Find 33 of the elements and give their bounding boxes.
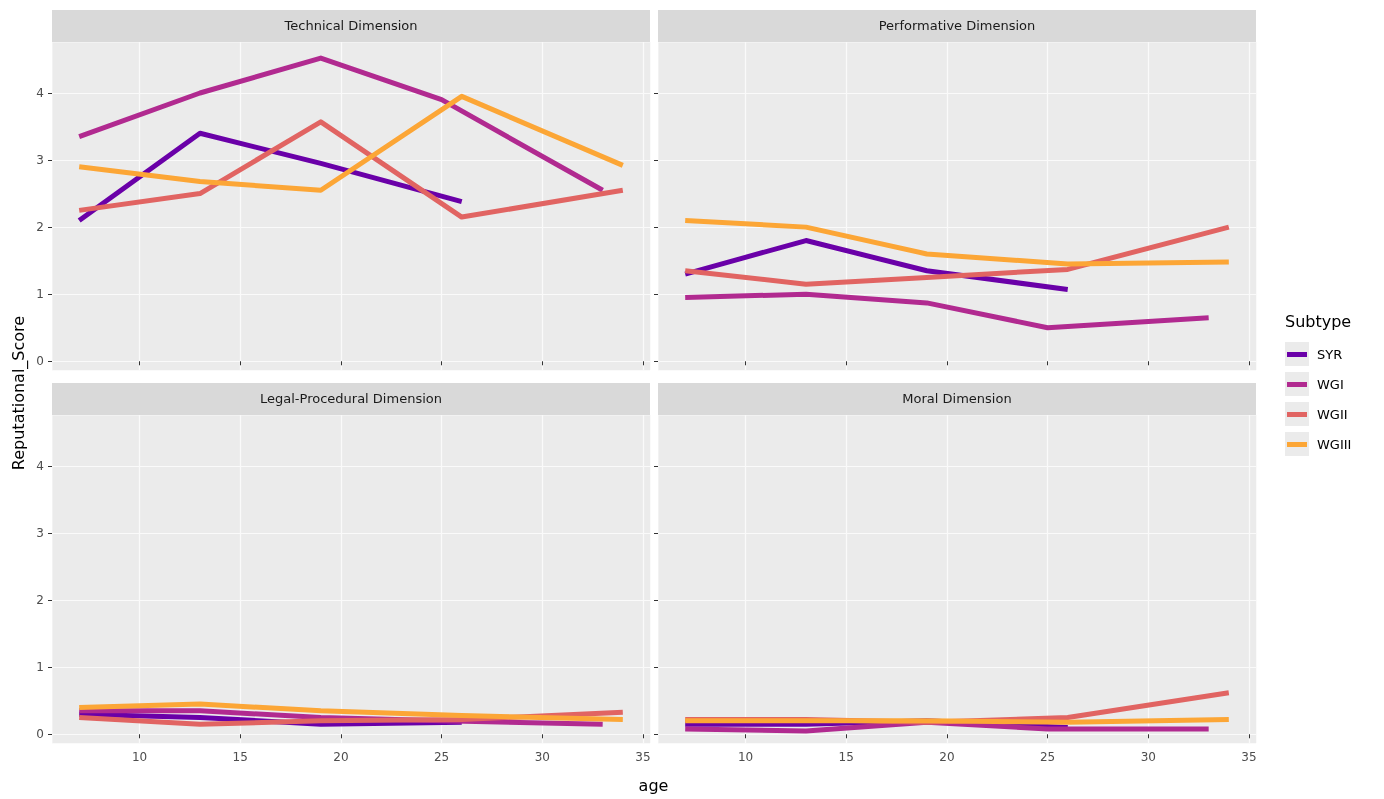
y-tick-label: 4 — [36, 458, 44, 473]
x-tick-label: 20 — [333, 750, 349, 764]
x-tick-label: 25 — [1039, 750, 1056, 764]
y-tick-label: 3 — [36, 153, 44, 168]
x-tick-label: 15 — [232, 750, 248, 764]
y-tick-label: 1 — [36, 287, 44, 302]
x-tick-label: 35 — [1241, 750, 1257, 764]
legend-label: WGI — [1317, 376, 1344, 392]
y-tick-label: 2 — [36, 593, 44, 608]
chart-title: Moral Dimension — [658, 383, 1256, 415]
y-axis-title: Reputational_Score — [8, 315, 28, 471]
y-tick-label: 1 — [36, 660, 44, 675]
x-tick-label: 30 — [534, 750, 550, 764]
x-tick-label: 35 — [635, 750, 651, 764]
x-tick-label: 25 — [433, 750, 450, 764]
x-tick-label: 20 — [939, 750, 955, 764]
legend-label: WGIII — [1317, 436, 1352, 452]
x-axis-title: age — [637, 776, 670, 795]
chart-title: Technical Dimension — [52, 10, 650, 42]
legend-label: SYR — [1317, 346, 1343, 362]
x-tick-label: 10 — [737, 750, 754, 764]
y-tick-label: 0 — [36, 354, 44, 369]
legend-title: Subtype — [1285, 312, 1352, 331]
legend-label: WGII — [1317, 406, 1348, 422]
y-tick-label: 2 — [36, 220, 44, 235]
chart-title: Performative Dimension — [658, 10, 1256, 42]
y-tick-label: 4 — [36, 85, 44, 100]
x-tick-label: 15 — [838, 750, 854, 764]
y-tick-label: 3 — [36, 526, 44, 541]
chart-title: Legal-Procedural Dimension — [52, 383, 650, 415]
x-tick-label: 10 — [131, 750, 148, 764]
y-tick-label: 0 — [36, 727, 44, 742]
x-tick-label: 30 — [1140, 750, 1156, 764]
